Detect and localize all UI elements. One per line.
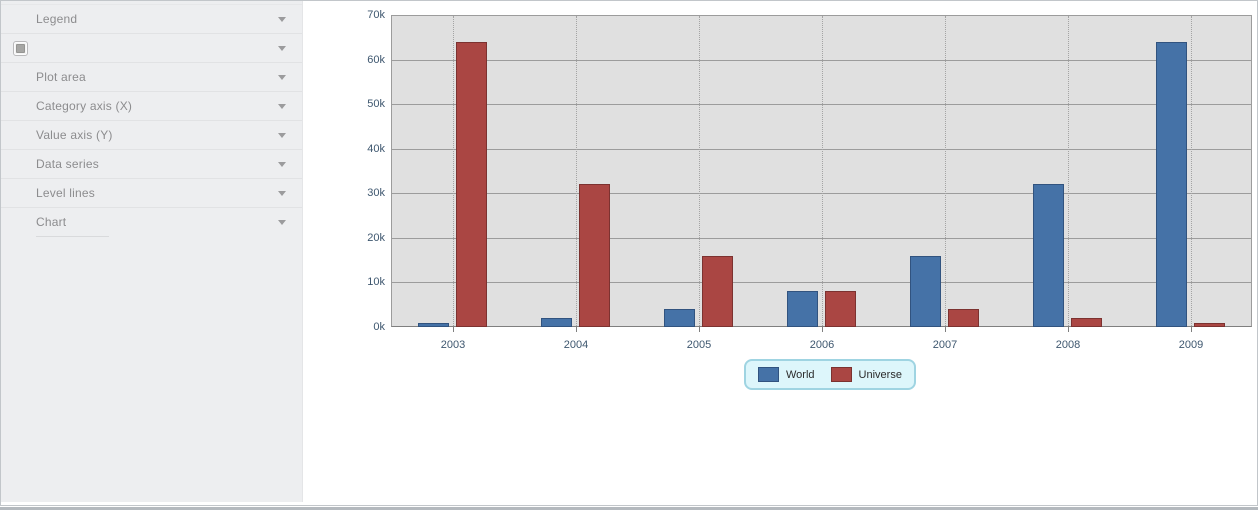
bar-world-2006[interactable] <box>787 291 818 327</box>
chevron-down-icon[interactable] <box>278 16 286 22</box>
x-axis-category-label: 2004 <box>563 339 589 351</box>
sidebar-item-label: Value axis (Y) <box>36 128 113 142</box>
sidebar-item-value-axis-y[interactable]: Value axis (Y) <box>1 121 302 150</box>
y-gridline <box>392 60 1251 61</box>
x-axis-category-label: 2003 <box>440 339 466 351</box>
y-gridline <box>392 104 1251 105</box>
chevron-down-icon[interactable] <box>278 74 286 80</box>
window-bottom-edge <box>0 507 1258 510</box>
x-axis-category-label: 2005 <box>686 339 712 351</box>
chevron-down-icon[interactable] <box>278 45 286 51</box>
bar-world-2004[interactable] <box>541 318 572 327</box>
sidebar-item-plot-area[interactable]: Plot area <box>1 63 302 92</box>
legend-swatch-icon <box>758 367 779 382</box>
chart-pane: 0k 10k 20k 30k 40k 50k 60k 70k 2003 2004 2005 2006 2… <box>303 1 1256 503</box>
x-axis-category-label: 2006 <box>809 339 835 351</box>
bar-universe-2004[interactable] <box>579 184 610 327</box>
legend-label: World <box>786 368 815 381</box>
x-axis-tick <box>699 327 700 332</box>
sidebar-item-level-lines[interactable]: Level lines <box>1 179 302 208</box>
category-center-dotted-line <box>1068 16 1069 326</box>
sidebar-item-label: Legend <box>36 12 78 26</box>
legend[interactable]: World Universe <box>744 359 916 390</box>
chevron-down-icon[interactable] <box>278 103 286 109</box>
sidebar-item-chart[interactable]: Chart <box>1 208 302 236</box>
y-axis-tick-label: 40k <box>367 143 385 155</box>
x-axis-tick <box>945 327 946 332</box>
y-axis-tick-label: 60k <box>367 54 385 66</box>
plot-area[interactable] <box>391 15 1252 327</box>
bar-world-2007[interactable] <box>910 256 941 327</box>
sidebar-item-label: Plot area <box>36 70 86 84</box>
x-axis-category-label: 2009 <box>1178 339 1204 351</box>
legend-item-world[interactable]: World <box>758 367 815 382</box>
x-axis-tick <box>576 327 577 332</box>
divider <box>36 236 109 237</box>
category-center-dotted-line <box>453 16 454 326</box>
sidebar-item-data-series[interactable]: Data series <box>1 150 302 179</box>
bar-universe-2009[interactable] <box>1194 323 1225 327</box>
properties-sidebar: Legend Plot area Category axis (X) Value… <box>1 1 303 502</box>
y-gridline <box>392 238 1251 239</box>
chevron-down-icon[interactable] <box>278 132 286 138</box>
sidebar-item-label: Level lines <box>36 186 95 200</box>
bar-universe-2006[interactable] <box>825 291 856 327</box>
bar-world-2008[interactable] <box>1033 184 1064 327</box>
category-center-dotted-line <box>822 16 823 326</box>
y-axis-tick-label: 70k <box>367 9 385 21</box>
chevron-down-icon[interactable] <box>278 219 286 225</box>
category-center-dotted-line <box>1191 16 1192 326</box>
y-axis-tick-label: 10k <box>367 276 385 288</box>
sidebar-item-style-swatch[interactable] <box>1 34 302 63</box>
bar-world-2005[interactable] <box>664 309 695 327</box>
x-axis-tick <box>822 327 823 332</box>
bar-universe-2008[interactable] <box>1071 318 1102 327</box>
x-axis-tick <box>1191 327 1192 332</box>
bar-universe-2003[interactable] <box>456 42 487 327</box>
y-axis-tick-label: 30k <box>367 187 385 199</box>
legend-item-universe[interactable]: Universe <box>830 367 902 382</box>
sidebar-item-label: Chart <box>36 215 67 229</box>
category-center-dotted-line <box>945 16 946 326</box>
chevron-down-icon[interactable] <box>278 161 286 167</box>
y-gridline <box>392 149 1251 150</box>
x-axis-category-label: 2008 <box>1055 339 1081 351</box>
legend-label: Universe <box>858 368 902 381</box>
y-gridline <box>392 193 1251 194</box>
y-axis-tick-label: 50k <box>367 98 385 110</box>
sidebar-item-category-axis-x[interactable]: Category axis (X) <box>1 92 302 121</box>
y-axis-tick-label: 20k <box>367 232 385 244</box>
chevron-down-icon[interactable] <box>278 190 286 196</box>
category-center-dotted-line <box>699 16 700 326</box>
bar-universe-2005[interactable] <box>702 256 733 327</box>
y-gridline <box>392 282 1251 283</box>
bar-world-2009[interactable] <box>1156 42 1187 327</box>
style-swatch-icon[interactable] <box>13 40 28 56</box>
x-axis-tick <box>453 327 454 332</box>
legend-swatch-icon <box>830 367 852 382</box>
bar-universe-2007[interactable] <box>948 309 979 327</box>
category-center-dotted-line <box>576 16 577 326</box>
sidebar-item-label: Category axis (X) <box>36 99 133 113</box>
x-axis-tick <box>1068 327 1069 332</box>
y-axis-tick-label: 0k <box>373 321 385 333</box>
bar-world-2003[interactable] <box>418 323 449 327</box>
sidebar-item-legend[interactable]: Legend <box>1 4 302 34</box>
sidebar-item-label: Data series <box>36 157 99 171</box>
x-axis-category-label: 2007 <box>932 339 958 351</box>
